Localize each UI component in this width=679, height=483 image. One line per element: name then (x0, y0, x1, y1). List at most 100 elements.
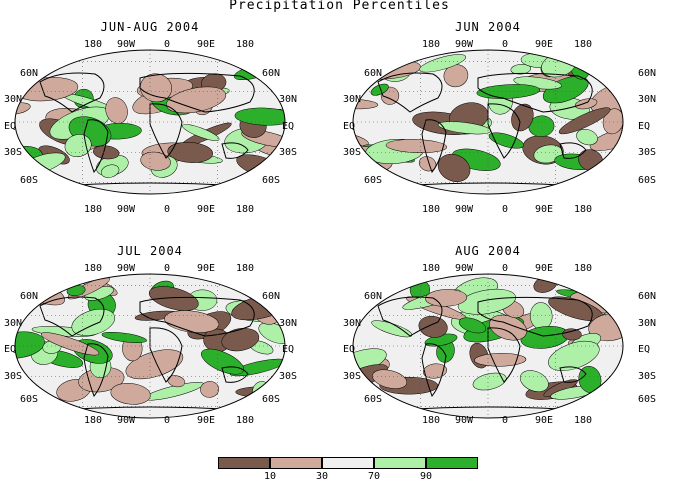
lat-label: 60N (364, 68, 383, 79)
lat-label: 30N (4, 94, 23, 105)
continent-outline (83, 119, 109, 173)
percentile-region (105, 97, 128, 124)
percentile-region (140, 151, 171, 171)
map-svg (352, 49, 624, 195)
map-border (14, 49, 286, 195)
panel-title: AUG 2004 (455, 244, 521, 258)
lon-label: 180 (236, 204, 255, 215)
lon-label: 90E (535, 415, 554, 426)
continent-outline (487, 327, 521, 383)
lon-label: 180 (236, 415, 255, 426)
continent-outline (221, 142, 249, 159)
continent-outline (421, 119, 447, 173)
percentile-region (528, 115, 555, 137)
continent-outline (477, 296, 593, 337)
legend-tick: 10 (263, 471, 277, 482)
percentile-region (181, 124, 220, 141)
continent-outline (377, 72, 443, 113)
continent-outline (221, 366, 249, 383)
lon-label: 0 (164, 39, 171, 50)
lat-label: EQ (4, 121, 17, 132)
lon-label: 180 (236, 39, 255, 50)
percentile-region (423, 363, 447, 379)
lat-label: 60S (20, 175, 39, 186)
lat-label: 30N (4, 318, 23, 329)
lat-label: 60S (262, 394, 281, 405)
percentile-region (558, 107, 611, 135)
map-border (14, 273, 286, 419)
lon-label: 180 (422, 39, 441, 50)
lon-label: 90W (455, 39, 474, 50)
percentile-region (71, 308, 116, 336)
percentile-region (458, 317, 487, 334)
lon-label: 180 (84, 415, 103, 426)
continent-outline (139, 72, 255, 113)
lon-label: 90E (197, 263, 216, 274)
lat-label: EQ (638, 344, 651, 355)
lat-label: 30N (343, 94, 362, 105)
lon-label: 0 (502, 415, 509, 426)
percentile-region (576, 129, 598, 146)
percentile-region (476, 84, 541, 99)
percentile-region (419, 54, 467, 73)
percentile-region (425, 289, 468, 307)
lon-label: 0 (164, 204, 171, 215)
percentile-region (167, 141, 214, 163)
legend-swatch (322, 457, 374, 469)
percentile-region (125, 349, 184, 380)
percentile-region (385, 139, 448, 154)
lon-label: 90W (117, 204, 136, 215)
lon-label: 180 (574, 263, 593, 274)
percentile-region (110, 382, 151, 405)
panel-title: JUN 2004 (455, 20, 521, 34)
percentile-region (372, 369, 408, 389)
continent-outline (83, 343, 109, 397)
percentile-region (353, 161, 372, 170)
map-panel-aug: AUG 2004 180 90W 0 90E 180 180 90W 0 90E… (338, 224, 678, 434)
lon-label: 90W (117, 415, 136, 426)
panel-title: JUL 2004 (117, 244, 183, 258)
lon-label: 90E (197, 39, 216, 50)
percentile-region (510, 63, 532, 75)
lon-label: 90W (455, 415, 474, 426)
continent-outline (487, 103, 521, 159)
lon-label: 90W (117, 39, 136, 50)
lat-label: 60S (638, 394, 657, 405)
lat-label: 60S (364, 175, 383, 186)
lon-label: 180 (84, 39, 103, 50)
lat-label: 30N (279, 94, 298, 105)
lat-label: 60N (262, 68, 281, 79)
lat-label: 30S (638, 147, 657, 158)
lat-label: 30N (279, 318, 298, 329)
percentile-region (40, 332, 100, 356)
lat-label: 60S (20, 394, 39, 405)
lon-label: 180 (422, 204, 441, 215)
panel-title: JUN-AUG 2004 (100, 20, 200, 34)
legend-tick: 90 (419, 471, 433, 482)
continent-outline (559, 142, 587, 159)
lat-label: 60N (364, 291, 383, 302)
lat-label: 30S (4, 371, 23, 382)
legend-tick: 70 (367, 471, 381, 482)
percentile-region (100, 164, 120, 178)
lon-label: 180 (84, 263, 103, 274)
lat-label: 30N (343, 318, 362, 329)
lon-label: 0 (164, 263, 171, 274)
lon-label: 180 (422, 263, 441, 274)
lat-label: 30N (638, 94, 657, 105)
lon-label: 0 (502, 263, 509, 274)
map-panel-jun-aug: JUN-AUG 2004 180 90W 0 90E 180 180 90W 0… (0, 0, 340, 215)
lat-label: 30S (343, 147, 362, 158)
lon-label: 180 (574, 415, 593, 426)
lon-label: 90E (197, 204, 216, 215)
color-legend: 10 30 70 90 (218, 457, 479, 483)
percentile-region (488, 132, 524, 149)
percentile-region (519, 370, 549, 392)
continent-outline (421, 343, 447, 397)
lat-label: 60N (638, 68, 657, 79)
legend-swatch (426, 457, 478, 469)
continent-outline (477, 72, 593, 113)
lat-label: EQ (282, 121, 295, 132)
percentile-region (221, 327, 260, 352)
lat-label: 30S (279, 371, 298, 382)
